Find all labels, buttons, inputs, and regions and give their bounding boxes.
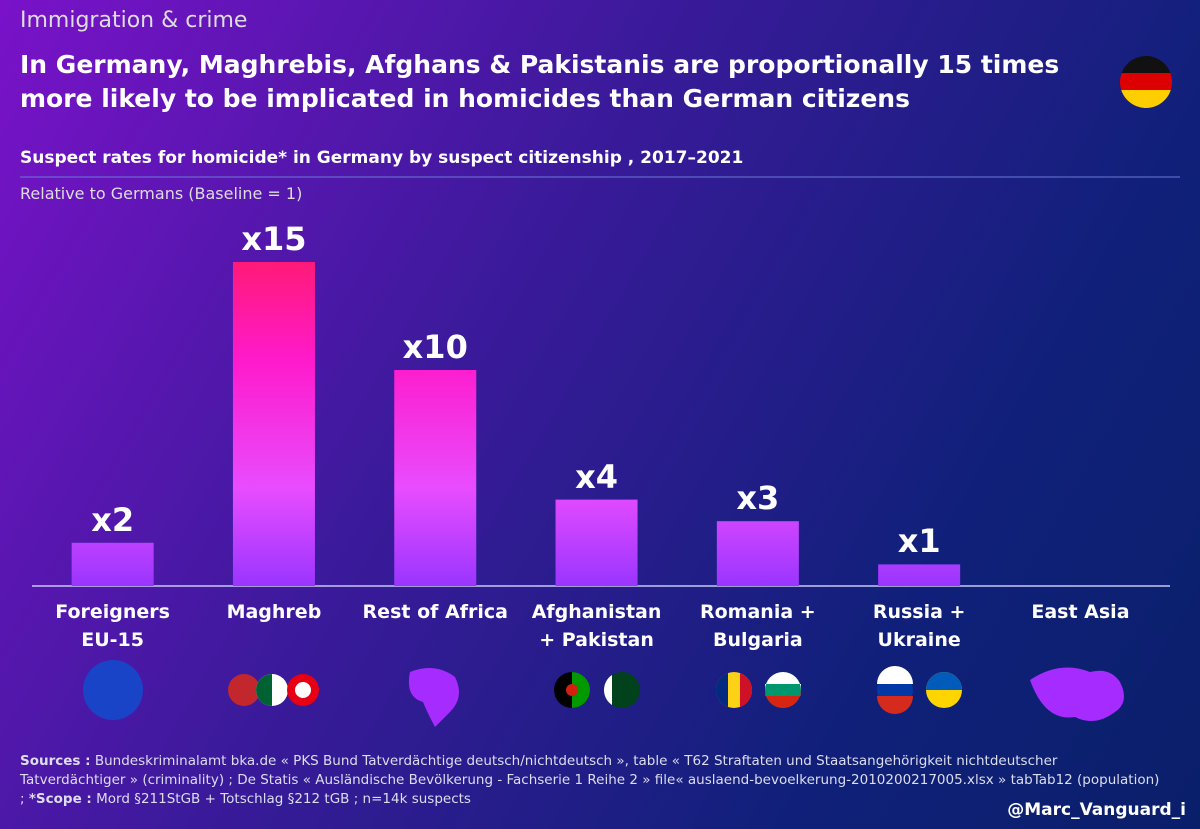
value-label: x1 — [897, 522, 941, 561]
category-label: Rest of Africa — [362, 601, 508, 623]
bar — [878, 564, 961, 586]
handle: @Marc_Vanguard_i — [1007, 800, 1186, 820]
category-label: Romania + Bulgaria — [699, 601, 816, 651]
category-label: Afghanistan + Pakistan — [531, 601, 662, 651]
bar — [232, 262, 315, 586]
category-label: Maghreb — [226, 601, 322, 623]
value-label: x4 — [575, 457, 618, 496]
value-label: x10 — [402, 328, 468, 366]
scope-text: Mord §211StGB + Totschlag §212 tGB ; n=1… — [91, 791, 471, 807]
category-label: Foreigners EU-15 — [55, 601, 170, 651]
value-label: x3 — [736, 479, 780, 518]
value-label: x15 — [241, 220, 307, 258]
bar — [716, 521, 799, 586]
sources-label: Sources : — [20, 753, 91, 769]
footer-sources: Sources : Bundeskriminalamt bka.de « PKS… — [20, 752, 1160, 809]
scope-label: *Scope : — [28, 791, 92, 807]
axis-label: Relative to Germans (Baseline = 1) — [20, 184, 303, 203]
category-label: East Asia — [1031, 601, 1130, 623]
bar — [555, 499, 638, 586]
flag-icons — [83, 660, 1124, 727]
category-label: Russia + Ukraine — [872, 601, 966, 651]
sources-text: Bundeskriminalamt bka.de « PKS Bund Tatv… — [20, 753, 1160, 807]
header: Immigration & crime — [20, 8, 248, 33]
bar — [394, 370, 477, 586]
bar — [71, 542, 154, 586]
value-label: x2 — [91, 500, 135, 539]
subtitle: Suspect rates for homicide* in Germany b… — [20, 148, 744, 168]
german-flag — [1120, 56, 1172, 108]
chart-title: In Germany, Maghrebis, Afghans & Pakista… — [20, 50, 1060, 113]
